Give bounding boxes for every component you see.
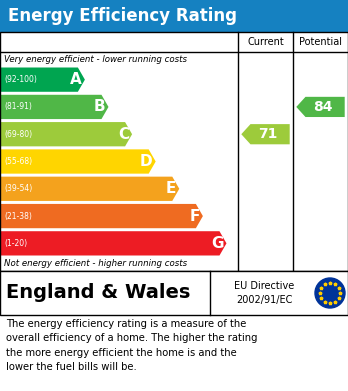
Polygon shape <box>0 204 203 228</box>
Text: (69-80): (69-80) <box>4 130 32 139</box>
Text: 84: 84 <box>313 100 333 114</box>
Polygon shape <box>0 122 132 146</box>
Polygon shape <box>0 95 109 119</box>
Text: 71: 71 <box>258 127 278 141</box>
Text: D: D <box>140 154 153 169</box>
Polygon shape <box>0 68 85 92</box>
Polygon shape <box>241 124 290 144</box>
Text: (81-91): (81-91) <box>4 102 32 111</box>
Text: (55-68): (55-68) <box>4 157 32 166</box>
Text: Potential: Potential <box>299 37 342 47</box>
Polygon shape <box>296 97 345 117</box>
Text: E: E <box>166 181 176 196</box>
Text: (92-100): (92-100) <box>4 75 37 84</box>
Polygon shape <box>0 177 179 201</box>
Bar <box>0 32 348 271</box>
Text: 2002/91/EC: 2002/91/EC <box>236 294 292 305</box>
Bar <box>0 0 348 32</box>
Polygon shape <box>0 149 156 174</box>
Text: (39-54): (39-54) <box>4 184 32 193</box>
Text: The energy efficiency rating is a measure of the
overall efficiency of a home. T: The energy efficiency rating is a measur… <box>6 319 258 372</box>
Bar <box>0 271 348 315</box>
Text: B: B <box>94 99 105 115</box>
Text: England & Wales: England & Wales <box>6 283 190 303</box>
Text: (21-38): (21-38) <box>4 212 32 221</box>
Text: (1-20): (1-20) <box>4 239 27 248</box>
Text: EU Directive: EU Directive <box>234 282 294 291</box>
Text: C: C <box>118 127 129 142</box>
Text: Very energy efficient - lower running costs: Very energy efficient - lower running co… <box>4 54 187 63</box>
Text: G: G <box>211 236 223 251</box>
Text: Not energy efficient - higher running costs: Not energy efficient - higher running co… <box>4 260 187 269</box>
Text: F: F <box>190 208 200 224</box>
Circle shape <box>315 278 345 308</box>
Polygon shape <box>0 231 227 255</box>
Text: A: A <box>70 72 82 87</box>
Text: Current: Current <box>247 37 284 47</box>
Text: Energy Efficiency Rating: Energy Efficiency Rating <box>8 7 237 25</box>
